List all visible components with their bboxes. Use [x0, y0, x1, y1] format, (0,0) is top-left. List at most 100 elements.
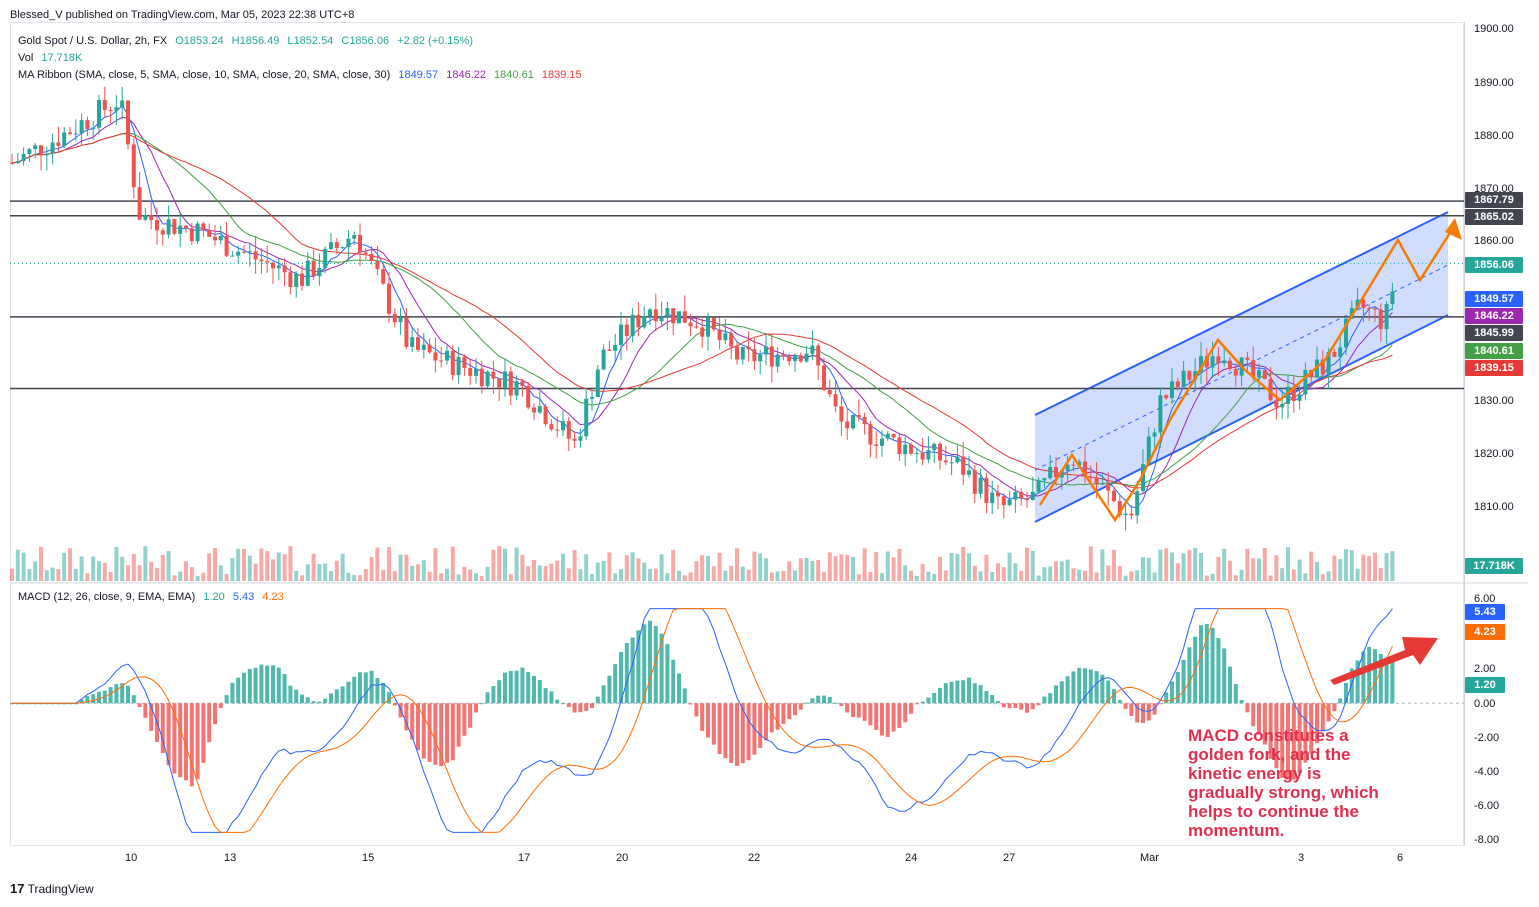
macd-histogram-bar [294, 689, 299, 704]
volume-bar [445, 568, 449, 581]
candle-body [143, 215, 148, 220]
candle-body [711, 317, 716, 330]
macd-histogram-bar [259, 664, 264, 704]
macd-histogram-bar [282, 673, 287, 704]
volume-bar [131, 553, 136, 581]
candle-body [1384, 304, 1389, 330]
volume-bar [740, 566, 745, 581]
macd-histogram-bar [961, 680, 966, 704]
projection-arrowhead [1445, 218, 1462, 240]
candle-body [926, 450, 931, 460]
candle-body [497, 378, 502, 388]
candle-body [329, 242, 333, 249]
volume-bar [613, 573, 618, 581]
candle-body [1083, 461, 1087, 477]
volume-bar [868, 571, 873, 581]
volume-bar [479, 575, 484, 581]
volume-bar [1077, 569, 1082, 581]
candle-body [108, 110, 113, 112]
macd-histogram-bar [648, 620, 652, 704]
macd-histogram-bar [1158, 703, 1163, 705]
macd-histogram-bar [1077, 667, 1082, 704]
macd-value-label: 1.20 [1465, 677, 1505, 693]
volume-bar [537, 565, 542, 581]
volume-bar [485, 566, 490, 581]
vol-label[interactable]: Vol [18, 52, 34, 64]
volume-bar [1146, 557, 1151, 581]
ma-ribbon-label[interactable]: MA Ribbon (SMA, close, 5, SMA, close, 10… [18, 69, 391, 81]
candle-body [1233, 368, 1238, 376]
macd-histogram-bar [1123, 703, 1128, 709]
macd-histogram-bar [711, 703, 716, 745]
volume-bar [1291, 569, 1296, 581]
tradingview-brand: TradingView [27, 882, 94, 896]
candle-body [874, 444, 879, 446]
macd-histogram-bar [514, 670, 519, 704]
macd-histogram-bar [166, 703, 171, 766]
macd-histogram-bar [758, 703, 763, 748]
price-tick-label: 1900.00 [1474, 23, 1514, 35]
volume-bar [300, 575, 304, 581]
candle-body [1170, 381, 1174, 399]
volume-bar [1193, 547, 1198, 581]
candle-body [247, 251, 252, 253]
candle-body [317, 267, 322, 277]
volume-bar [648, 568, 652, 581]
candle-body [323, 248, 328, 268]
price-axis[interactable] [1464, 22, 1528, 846]
macd-histogram-bar [868, 703, 873, 726]
candle-body [630, 314, 635, 337]
candle-body [740, 346, 745, 360]
volume-bar [102, 562, 107, 581]
candle-body [381, 269, 386, 284]
macd-histogram-bar [143, 703, 148, 718]
macd-histogram-bar [433, 703, 438, 765]
macd-histogram-bar [346, 681, 351, 704]
candle-body [880, 438, 884, 446]
macd-histogram-bar [85, 696, 90, 704]
candle-body [914, 452, 919, 454]
macd-hist-value: 1.20 [203, 591, 225, 603]
candle-body [798, 355, 803, 362]
volume-bar [155, 568, 159, 581]
symbol-name[interactable]: Gold Spot / U.S. Dollar, 2h, FX [18, 35, 168, 47]
macd-histogram-bar [938, 687, 942, 704]
volume-bar [1181, 553, 1186, 581]
macd-histogram-bar [1065, 676, 1070, 704]
volume-bar [787, 561, 792, 581]
candle-body [537, 406, 542, 413]
chart-pane[interactable] [10, 22, 1464, 846]
macd-histogram-bar [462, 703, 467, 736]
volume-bar [1042, 567, 1047, 581]
candle-body [137, 187, 142, 220]
volume-bar [706, 556, 710, 581]
volume-bar [1378, 567, 1383, 581]
macd-histogram-bar [317, 701, 322, 704]
volume-bar [555, 560, 560, 581]
macd-histogram-bar [984, 691, 989, 704]
candle-body [752, 349, 757, 362]
volume-bar [375, 547, 380, 581]
candle-body [816, 345, 821, 366]
volume-bar [1286, 547, 1290, 581]
volume-bar [288, 546, 293, 581]
candle-body [102, 99, 107, 111]
candle-body [1222, 360, 1227, 364]
macd-label[interactable]: MACD (12, 26, close, 9, EMA, EMA) [18, 591, 196, 603]
macd-histogram-bar [1286, 703, 1290, 780]
candle-body [758, 354, 763, 362]
macd-histogram-bar [1204, 624, 1209, 704]
macd-histogram-bar [619, 651, 623, 704]
volume-bar [1129, 571, 1134, 581]
macd-tick-label: -2.00 [1474, 732, 1500, 744]
macd-histogram-bar [1141, 703, 1145, 724]
candle-body [375, 260, 380, 270]
macd-histogram-bar [804, 702, 809, 704]
macd-histogram-bar [323, 698, 328, 704]
candle-body [195, 223, 200, 242]
volume-bar [978, 571, 983, 581]
macd-histogram-bar [1129, 703, 1134, 716]
volume-bar [259, 548, 264, 581]
macd-histogram-bar [729, 703, 734, 763]
